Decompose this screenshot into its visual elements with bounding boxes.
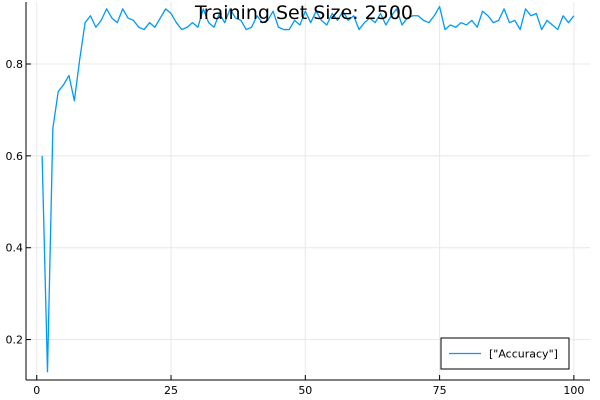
data-point [133, 20, 135, 22]
data-point [460, 22, 462, 24]
axes: 0 25 50 75 100 0.2 0.4 0.6 0.8 [6, 2, 590, 397]
data-point [423, 20, 425, 22]
series-layer [41, 5, 575, 373]
data-point [482, 10, 484, 12]
x-tick-label: 75 [433, 384, 447, 397]
data-point [493, 22, 495, 24]
y-tick-label: 0.8 [6, 58, 24, 71]
data-point [503, 8, 505, 10]
data-point [535, 13, 537, 15]
data-point [417, 15, 419, 17]
data-point [299, 24, 301, 26]
chart-title: Training Set Size: 2500 [194, 2, 413, 24]
data-point [444, 29, 446, 31]
data-point [573, 15, 575, 17]
data-point [57, 91, 59, 93]
data-point [90, 15, 92, 17]
data-point [47, 371, 49, 373]
data-point [122, 8, 124, 10]
data-point [181, 29, 183, 31]
data-point [197, 26, 199, 28]
y-tick-label: 0.2 [6, 334, 24, 347]
data-point [154, 26, 156, 28]
data-point [519, 29, 521, 31]
data-point [514, 20, 516, 22]
data-point [326, 24, 328, 26]
data-point [213, 26, 215, 28]
data-point [117, 22, 119, 24]
data-point [176, 22, 178, 24]
data-point [149, 22, 151, 24]
data-point [84, 22, 86, 24]
data-point [186, 26, 188, 28]
y-tick-label: 0.4 [6, 242, 24, 255]
x-tick-label: 50 [298, 384, 312, 397]
x-tick-label: 25 [164, 384, 178, 397]
series-line-accuracy [41, 5, 575, 373]
x-tick-label: 0 [33, 384, 40, 397]
data-point [170, 13, 172, 15]
data-point [428, 22, 430, 24]
data-point [283, 29, 285, 31]
data-point [106, 8, 108, 10]
data-point [557, 29, 559, 31]
data-point [278, 26, 280, 28]
legend-label: ["Accuracy"] [489, 348, 558, 361]
data-point [487, 15, 489, 17]
data-point [401, 24, 403, 26]
data-point [68, 75, 70, 77]
data-point [471, 20, 473, 22]
grid-lines [26, 2, 590, 380]
data-point [192, 22, 194, 24]
data-point [358, 29, 360, 31]
data-point [476, 26, 478, 28]
data-point [455, 26, 457, 28]
data-point [165, 8, 167, 10]
data-point [450, 24, 452, 26]
data-point [498, 20, 500, 22]
data-point [111, 17, 113, 19]
y-tick-label: 0.6 [6, 150, 24, 163]
data-point [63, 84, 65, 86]
data-point [541, 29, 543, 31]
data-point [385, 24, 387, 26]
data-point [530, 15, 532, 17]
data-point [159, 17, 161, 19]
data-point [138, 26, 140, 28]
data-point [41, 155, 43, 157]
legend-box [440, 337, 570, 370]
data-point [100, 20, 102, 22]
data-point [509, 22, 511, 24]
data-point [525, 8, 527, 10]
data-point [143, 29, 145, 31]
data-point [568, 22, 570, 24]
data-point [439, 6, 441, 8]
data-point [562, 15, 564, 17]
x-tick-label: 100 [563, 384, 584, 397]
data-point [127, 17, 129, 19]
data-point [251, 26, 253, 28]
legend: ["Accuracy"] [440, 337, 570, 370]
data-point [74, 100, 76, 102]
data-point [288, 29, 290, 31]
data-point [95, 26, 97, 28]
data-point [466, 24, 468, 26]
data-point [79, 59, 81, 61]
data-point [52, 128, 54, 130]
data-point [433, 15, 435, 17]
data-point [546, 20, 548, 22]
data-point [245, 29, 247, 31]
data-point [552, 24, 554, 26]
